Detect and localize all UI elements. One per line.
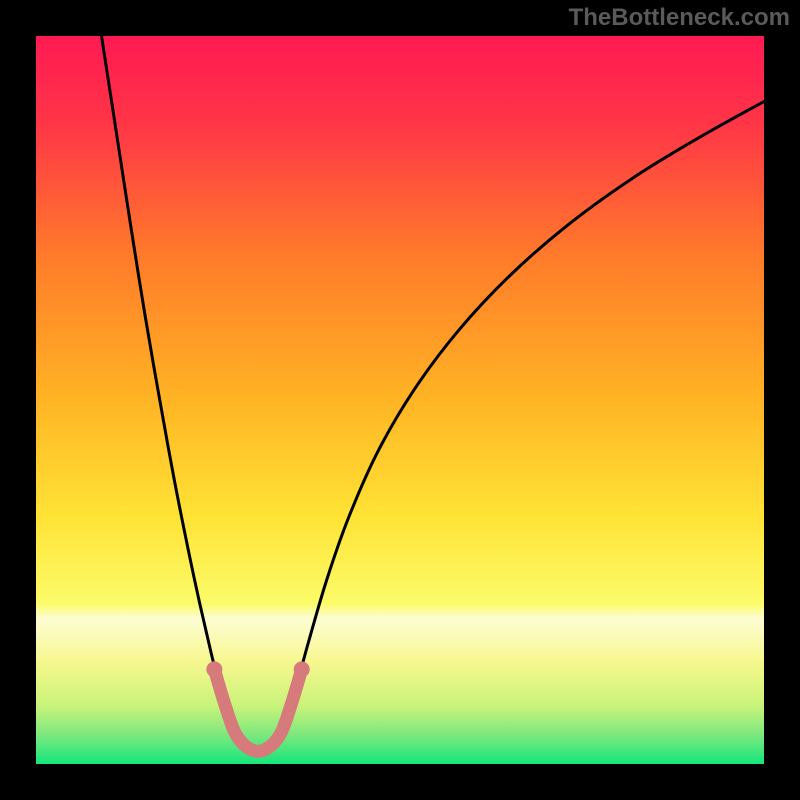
- watermark-text: TheBottleneck.com: [569, 4, 790, 32]
- plot-background: [36, 36, 764, 764]
- optimal-range-start-dot: [206, 661, 222, 677]
- optimal-range-end-dot: [294, 661, 310, 677]
- chart-svg: [0, 0, 800, 800]
- chart-frame: TheBottleneck.com: [0, 0, 800, 800]
